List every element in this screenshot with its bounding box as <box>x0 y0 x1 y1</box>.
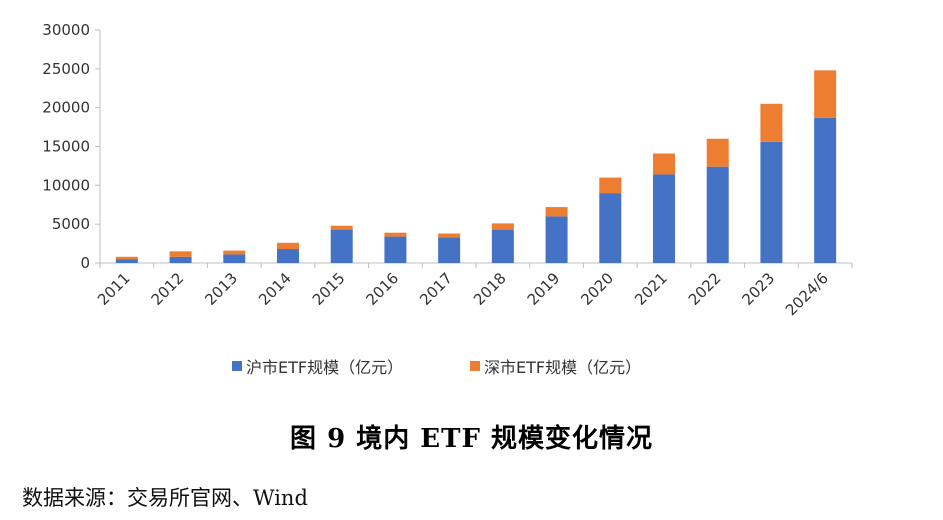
x-tick-label: 2012 <box>148 269 188 309</box>
bar-sz <box>277 242 299 250</box>
y-tick-label: 15000 <box>42 138 90 156</box>
y-tick-label: 25000 <box>42 60 90 78</box>
bar-sh <box>760 141 783 263</box>
bar-sh <box>115 259 138 263</box>
legend-item-sh: 沪市ETF规模（亿元） <box>232 354 403 378</box>
bar-sz <box>599 177 622 194</box>
y-tick-label: 0 <box>80 254 90 272</box>
bar-sz <box>223 250 246 255</box>
x-tick-label: 2017 <box>416 269 456 309</box>
x-tick-label: 2013 <box>201 269 241 309</box>
x-tick-label: 2011 <box>94 269 134 309</box>
x-tick-label: 2022 <box>685 269 725 309</box>
y-tick-label: 20000 <box>42 99 90 117</box>
bar-sz <box>545 207 568 217</box>
x-tick-label: 2015 <box>309 269 349 309</box>
bar-sh <box>169 256 192 263</box>
legend-swatch-sz <box>470 361 480 371</box>
y-tick-label: 10000 <box>42 176 90 194</box>
bar-sz <box>330 225 353 230</box>
bar-sh <box>438 237 461 263</box>
legend-swatch-sh <box>232 361 242 371</box>
x-tick-label: 2016 <box>363 269 403 309</box>
bar-sz <box>706 138 729 167</box>
bar-sh <box>223 254 246 263</box>
bar-sz <box>384 232 407 237</box>
bar-sh <box>653 174 675 263</box>
legend-label-sh: 沪市ETF规模（亿元） <box>246 358 404 377</box>
legend-label-sz: 深市ETF规模（亿元） <box>484 358 642 377</box>
x-tick-label: 2019 <box>524 269 564 309</box>
bar-sh <box>599 193 622 263</box>
x-tick-label: 2023 <box>739 269 779 309</box>
figure-caption: 图 9 境内 ETF 规模变化情况 <box>290 424 653 454</box>
stacked-bar-chart: 0 5000 10000 15000 20000 25000 30000 2011 2012 20… <box>42 21 853 319</box>
bar-sh <box>545 216 568 263</box>
x-tick-label: 2014 <box>255 269 295 309</box>
legend-item-sz: 深市ETF规模（亿元） <box>470 354 641 378</box>
bar-sz <box>438 233 461 238</box>
bar-sh <box>706 166 729 263</box>
bar-sz <box>491 223 514 230</box>
data-source: 数据来源：交易所官网、Wind <box>22 486 308 510</box>
bar-sz <box>169 251 192 257</box>
x-tick-label: 2021 <box>631 269 671 309</box>
chart-legend: 沪市ETF规模（亿元） 深市ETF规模（亿元） <box>0 354 943 378</box>
bar-sh <box>491 229 514 263</box>
bar-sz <box>760 103 783 142</box>
x-tick-label: 2018 <box>470 269 510 309</box>
bar-sh <box>277 249 299 263</box>
bar-sh <box>330 229 353 263</box>
bar-sh <box>814 117 837 263</box>
y-tick-label: 5000 <box>52 215 90 233</box>
bar-sz <box>115 256 138 260</box>
bar-sz <box>653 153 675 175</box>
x-tick-label: 2024/6 <box>782 269 832 319</box>
bar-sz <box>814 70 837 118</box>
bar-sh <box>384 236 407 263</box>
y-tick-label: 30000 <box>42 21 90 39</box>
x-tick-label: 2020 <box>577 269 617 309</box>
